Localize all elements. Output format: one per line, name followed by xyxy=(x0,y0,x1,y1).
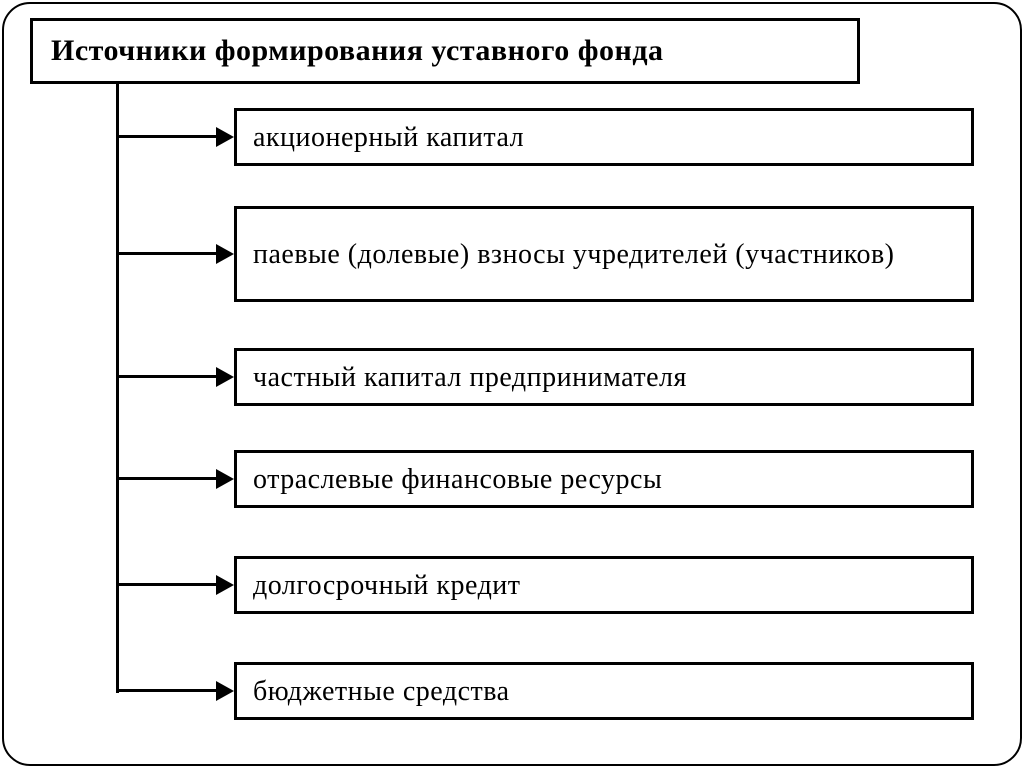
arrow-line xyxy=(116,252,216,255)
item-label: частный капитал предпринимателя xyxy=(253,360,687,395)
item-box: долгосрочный кредит xyxy=(234,556,974,614)
arrow-line xyxy=(116,375,216,378)
tree-stem xyxy=(116,84,119,693)
item-box: паевые (долевые) взносы учредителей (уча… xyxy=(234,206,974,302)
arrow-line xyxy=(116,477,216,480)
arrow-head-icon xyxy=(216,469,234,489)
item-label: акционерный капитал xyxy=(253,120,524,155)
arrow-line xyxy=(116,689,216,692)
item-box: частный капитал предпринимателя xyxy=(234,348,974,406)
item-label: паевые (долевые) взносы учредителей (уча… xyxy=(253,237,895,272)
arrow-head-icon xyxy=(216,575,234,595)
arrow-head-icon xyxy=(216,367,234,387)
item-box: бюджетные средства xyxy=(234,662,974,720)
item-box: акционерный капитал xyxy=(234,108,974,166)
arrow-head-icon xyxy=(216,127,234,147)
arrow-head-icon xyxy=(216,681,234,701)
title-text: Источники формирования уставного фонда xyxy=(51,34,664,68)
arrow-line xyxy=(116,135,216,138)
item-label: долгосрочный кредит xyxy=(253,568,521,603)
title-box: Источники формирования уставного фонда xyxy=(30,18,860,84)
item-label: отраслевые финансовые ресурсы xyxy=(253,462,662,497)
item-label: бюджетные средства xyxy=(253,674,510,709)
diagram-canvas: Источники формирования уставного фонда а… xyxy=(0,0,1024,768)
arrow-head-icon xyxy=(216,244,234,264)
item-box: отраслевые финансовые ресурсы xyxy=(234,450,974,508)
arrow-line xyxy=(116,583,216,586)
